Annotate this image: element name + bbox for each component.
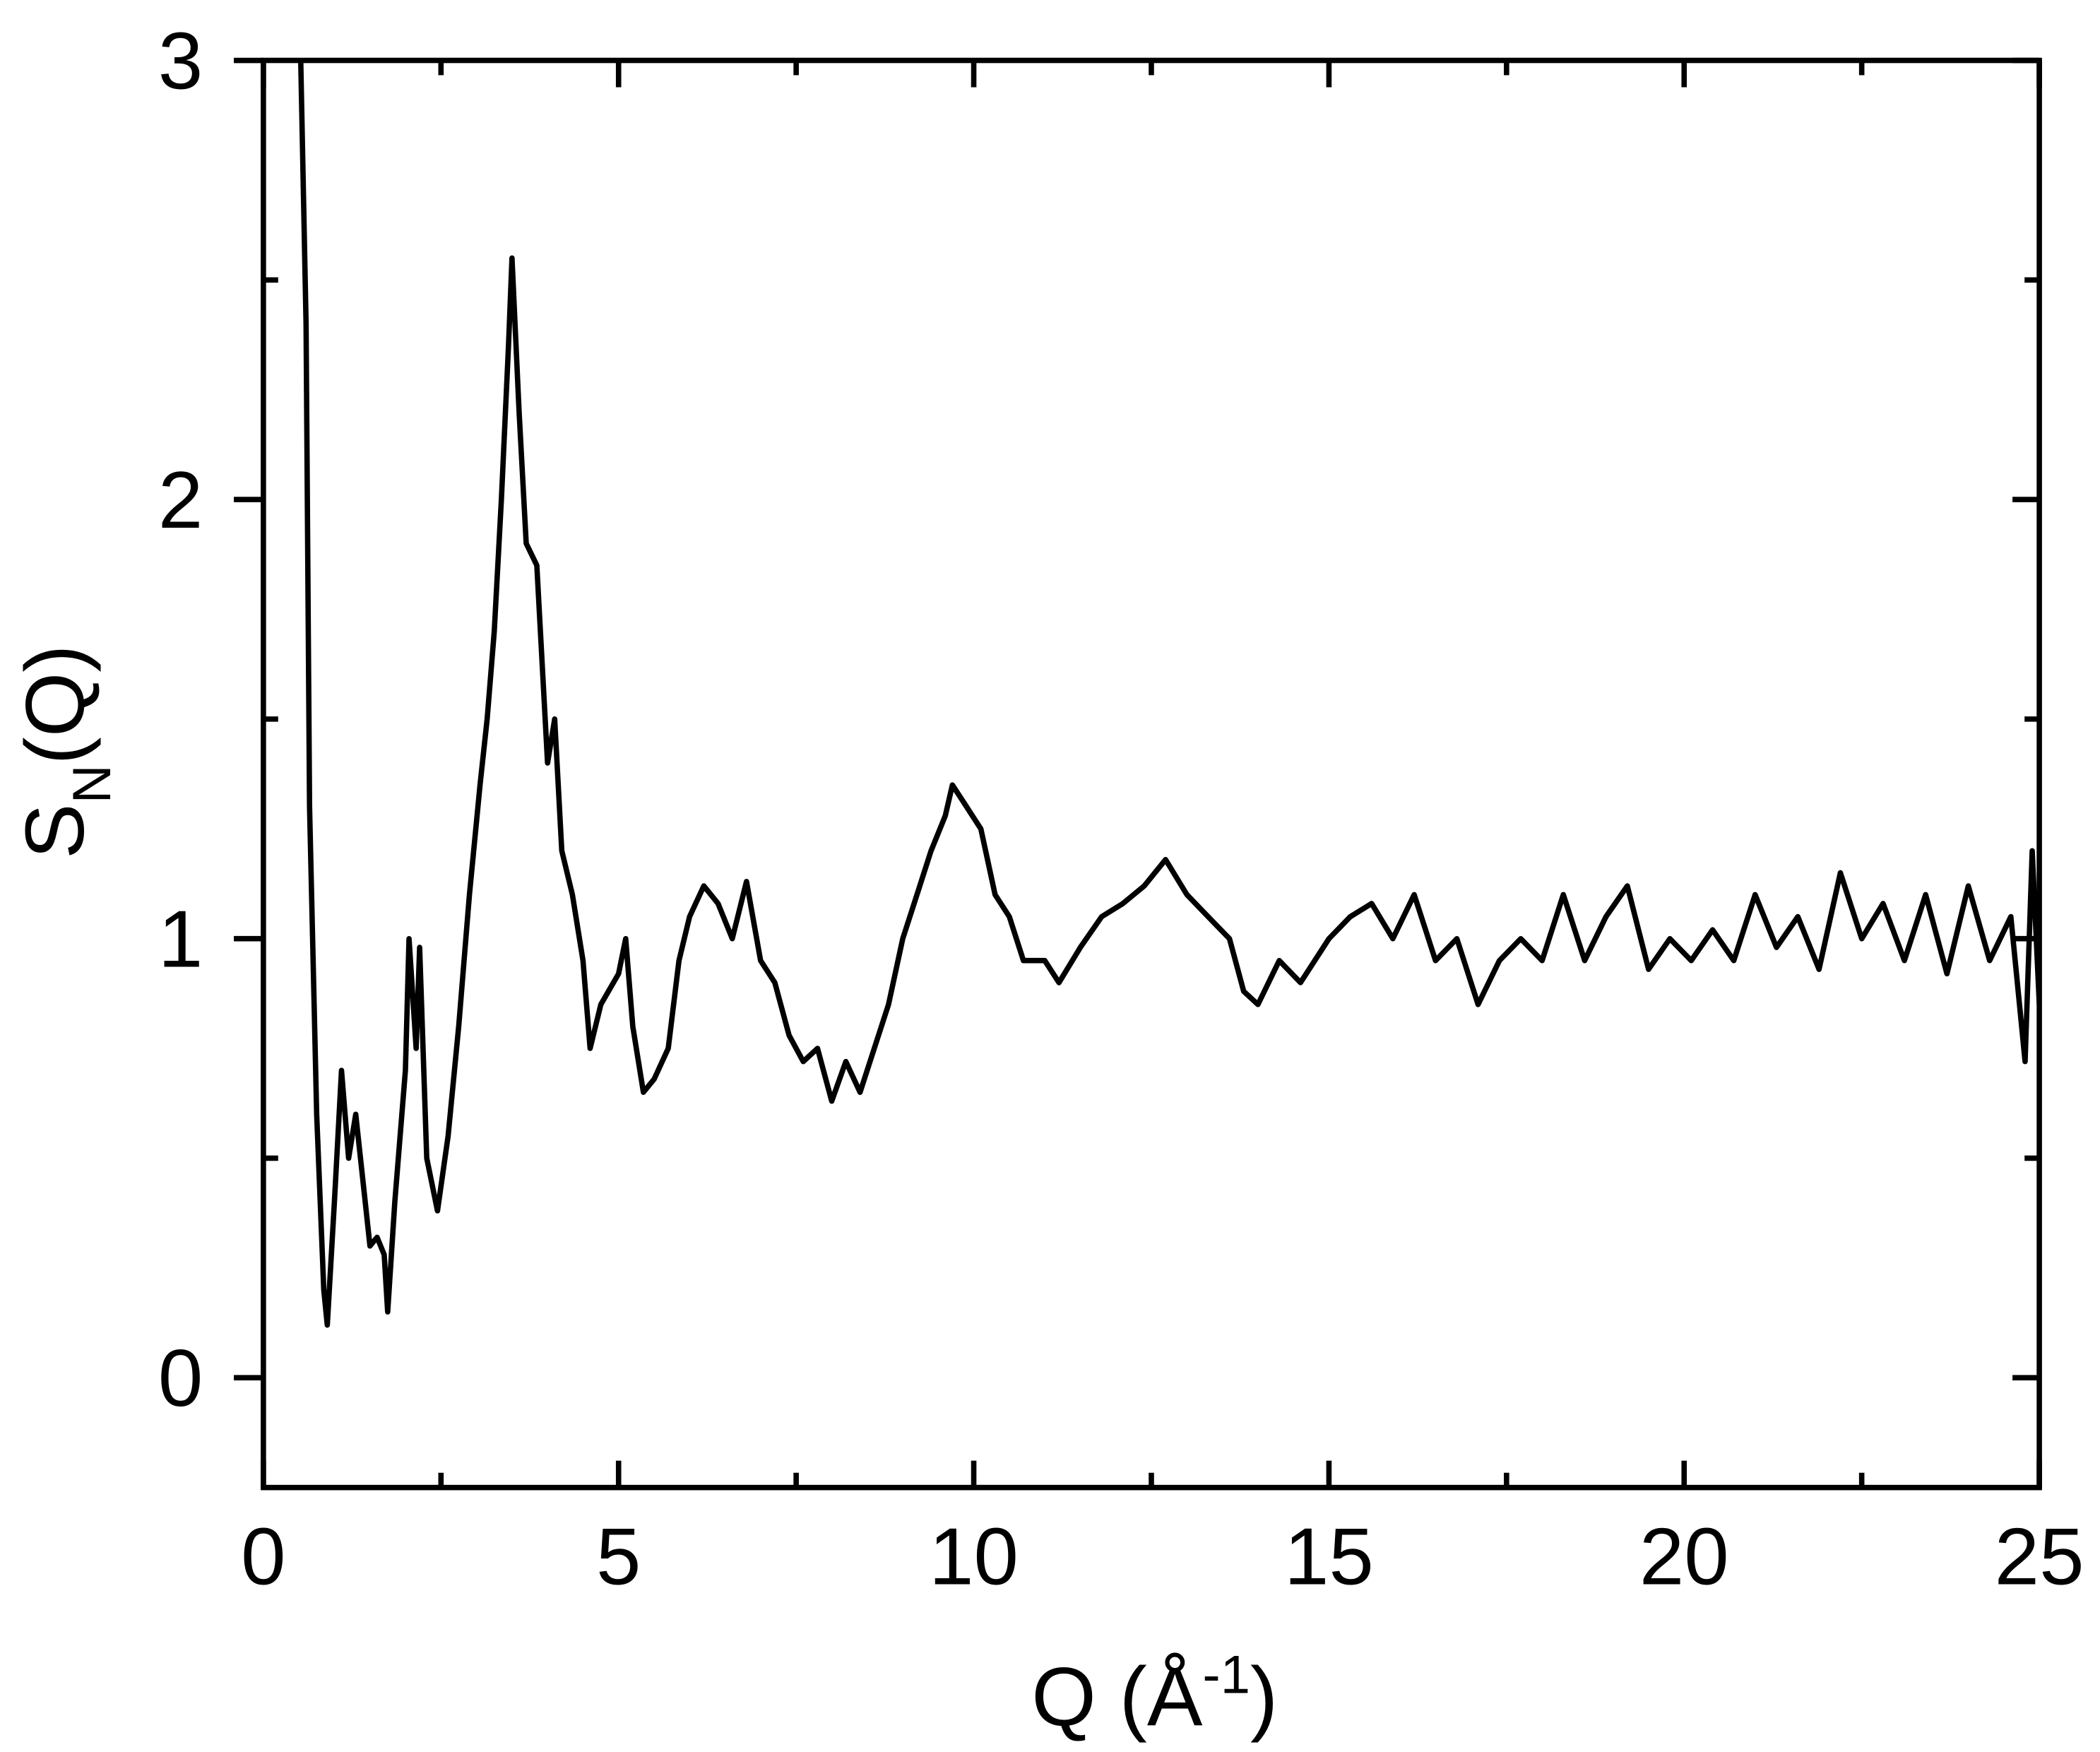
x-tick-label: 0 [241,1512,285,1602]
x-axis-label: Q (Å-1) [1031,1645,1278,1743]
plot-frame [261,57,2042,1491]
y-label-sub: N [62,765,122,804]
y-tick-label: 0 [158,1334,203,1424]
x-tick-label: 25 [1995,1512,2084,1602]
x-label-main: Q (Å [1031,1650,1203,1743]
x-tick-label: 10 [929,1512,1019,1602]
x-label-end: ) [1250,1650,1278,1743]
x-label-sup: -1 [1202,1645,1250,1705]
x-tick-label: 20 [1639,1512,1729,1602]
y-tick-label: 3 [158,16,203,106]
data-line [297,60,2040,1328]
x-tick-label: 15 [1284,1512,1374,1602]
y-axis-label: SN(Q) [8,644,122,859]
y-label-main: S [8,803,101,859]
x-tick-label: 5 [596,1512,641,1602]
y-tick-label: 1 [158,895,203,985]
y-label-end: (Q) [8,644,101,764]
y-tick-label: 2 [158,456,203,545]
